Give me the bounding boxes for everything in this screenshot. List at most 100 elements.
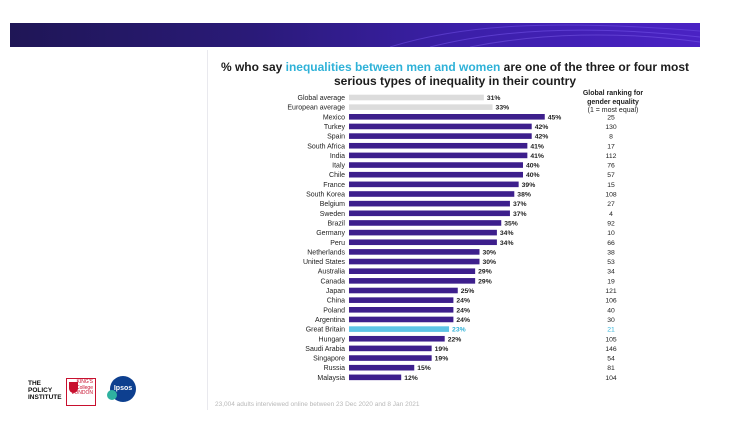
bar-australia xyxy=(349,268,476,274)
value-label: 19% xyxy=(435,346,449,353)
category-label: Germany xyxy=(316,230,345,237)
bar-italy xyxy=(349,162,523,168)
bar-japan xyxy=(349,287,458,294)
value-label: 23% xyxy=(452,327,466,334)
header-banner xyxy=(10,23,700,47)
bar-netherlands xyxy=(349,249,480,255)
bar-united-states xyxy=(349,258,480,265)
bar-france xyxy=(349,181,519,188)
category-label: China xyxy=(327,298,345,305)
bar-china xyxy=(349,297,454,303)
category-label: Canada xyxy=(320,278,345,285)
category-label: Sweden xyxy=(320,211,345,218)
bar-global-average xyxy=(349,94,484,101)
value-label: 15% xyxy=(417,365,431,372)
ipsos-logo-text: Ipsos xyxy=(113,385,133,392)
category-label: Chile xyxy=(329,172,345,179)
rank-value: 66 xyxy=(607,240,615,247)
chart-title: % who say inequalities between men and w… xyxy=(215,60,695,88)
bar-russia xyxy=(349,364,415,371)
category-label: Netherlands xyxy=(307,249,345,256)
rank-value: 76 xyxy=(607,163,615,170)
category-label: Global average xyxy=(298,95,346,102)
bar-belgium xyxy=(349,200,510,207)
bar-south-africa xyxy=(349,142,528,149)
kings-crest-icon xyxy=(69,382,78,393)
rank-value: 146 xyxy=(605,346,617,353)
rank-value: 104 xyxy=(605,375,617,382)
value-label: 35% xyxy=(504,220,518,227)
bar-hungary xyxy=(349,335,445,342)
bar-brazil xyxy=(349,220,502,226)
category-label: Malaysia xyxy=(317,375,345,382)
value-label: 41% xyxy=(530,143,544,150)
value-label: 12% xyxy=(404,375,418,382)
ranking-header-line2: gender equality xyxy=(587,98,639,106)
value-label: 33% xyxy=(496,105,510,112)
bar-poland xyxy=(349,307,454,313)
category-label: Hungary xyxy=(319,336,346,343)
rank-value: 57 xyxy=(607,172,615,179)
value-label: 24% xyxy=(456,298,470,305)
bar-singapore xyxy=(349,355,432,361)
value-label: 25% xyxy=(461,288,475,295)
ranking-column-header: Global ranking for gender equality (1 = … xyxy=(572,90,654,116)
ranking-header-line3: (1 = most equal) xyxy=(587,107,639,114)
value-label: 30% xyxy=(483,259,497,266)
rank-value: 121 xyxy=(605,288,617,295)
value-label: 34% xyxy=(500,230,514,237)
value-label: 39% xyxy=(522,182,536,189)
bar-turkey xyxy=(349,123,532,130)
category-label: Poland xyxy=(323,307,345,314)
value-label: 29% xyxy=(478,269,492,276)
rank-value: 106 xyxy=(605,298,617,305)
value-label: 24% xyxy=(456,307,470,314)
bar-south-korea xyxy=(349,191,515,197)
category-label: Russia xyxy=(324,365,346,372)
rank-value: 53 xyxy=(607,259,615,266)
value-label: 37% xyxy=(513,211,527,218)
category-label: European average xyxy=(287,105,345,112)
rank-value: 10 xyxy=(607,230,615,237)
kings-logo-text: KING'S College LONDON xyxy=(71,379,93,396)
category-label: Brazil xyxy=(327,220,345,227)
rank-value: 15 xyxy=(607,182,615,189)
value-label: 40% xyxy=(526,163,540,170)
category-label: Turkey xyxy=(324,124,346,131)
category-label: Australia xyxy=(318,269,345,276)
value-label: 41% xyxy=(530,153,544,160)
value-label: 42% xyxy=(535,124,549,131)
rank-value: 8 xyxy=(609,134,613,141)
rank-value: 27 xyxy=(607,201,615,208)
category-label: Saudi Arabia xyxy=(305,346,345,353)
bar-saudi-arabia xyxy=(349,345,432,352)
bar-peru xyxy=(349,239,497,246)
category-label: Argentina xyxy=(315,317,345,324)
value-label: 30% xyxy=(483,249,497,256)
rank-value: 92 xyxy=(607,220,615,227)
category-label: United States xyxy=(303,259,346,266)
category-label: Spain xyxy=(327,134,345,141)
bar-sweden xyxy=(349,210,510,217)
rank-value: 38 xyxy=(607,249,615,256)
ipsos-mark-icon xyxy=(107,390,117,400)
category-label: Singapore xyxy=(313,356,345,363)
category-label: South Korea xyxy=(306,192,345,199)
rank-value: 112 xyxy=(606,153,617,160)
rank-value: 4 xyxy=(609,211,613,218)
banner-wave-decoration xyxy=(389,24,700,47)
value-label: 19% xyxy=(435,356,449,363)
rank-value: 130 xyxy=(605,124,617,131)
value-label: 40% xyxy=(526,172,540,179)
category-label: France xyxy=(323,182,345,189)
bar-argentina xyxy=(349,316,454,323)
rank-value: 40 xyxy=(607,307,615,314)
rank-value: 34 xyxy=(607,269,615,276)
value-label: 29% xyxy=(478,278,492,285)
ipsos-logo: Ipsos xyxy=(107,376,136,402)
title-prefix: % who say xyxy=(220,60,286,74)
bar-spain xyxy=(349,133,532,139)
category-label: Peru xyxy=(330,240,345,247)
value-label: 45% xyxy=(548,114,562,121)
